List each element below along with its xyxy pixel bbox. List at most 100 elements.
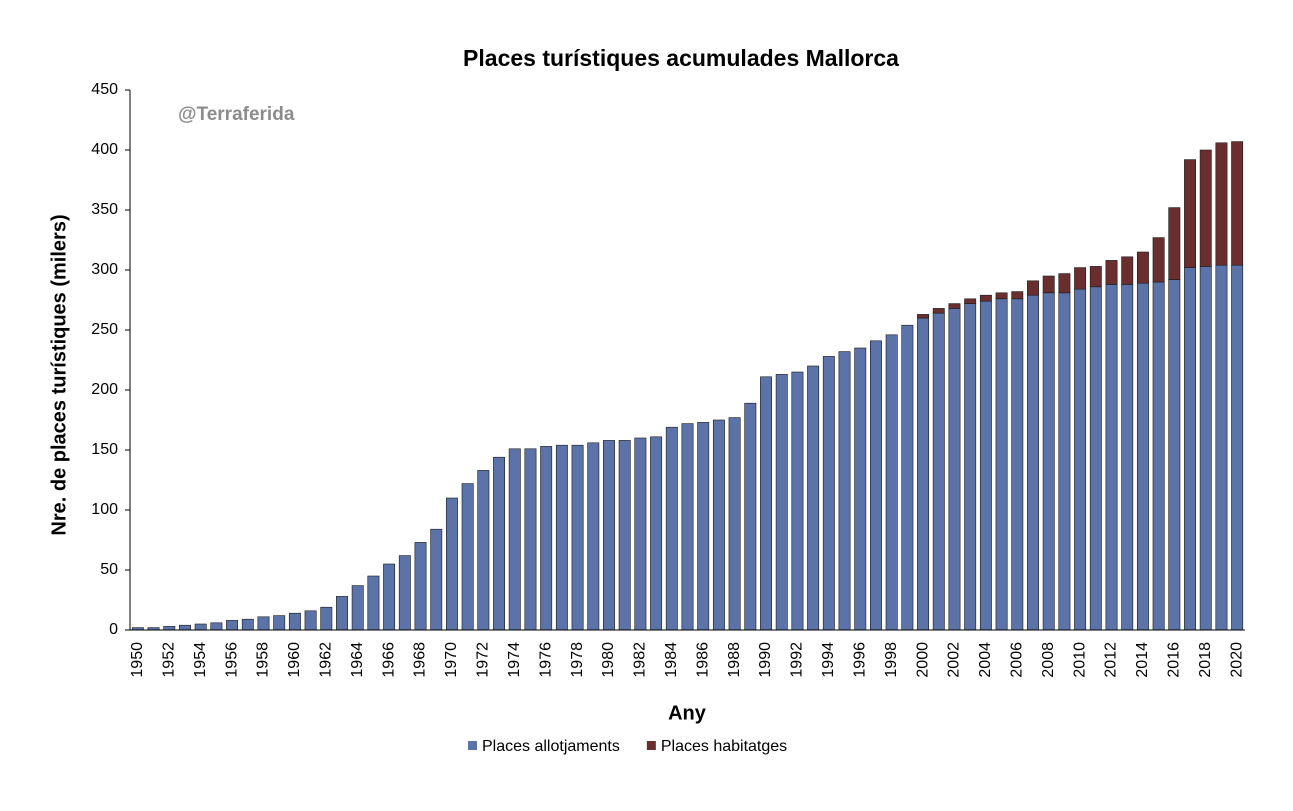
bar-segment <box>1152 237 1165 283</box>
bar-segment <box>665 426 678 631</box>
y-tick-label: 200 <box>91 381 118 398</box>
bar-segment <box>1105 260 1118 285</box>
bar-segment <box>932 308 945 314</box>
bar-segment <box>791 371 804 631</box>
bar-segment <box>1027 294 1039 631</box>
bar-segment <box>210 622 223 631</box>
bar-segment <box>995 292 1008 300</box>
bar-segment <box>445 497 458 631</box>
bar-segment <box>1011 291 1024 300</box>
bar-segment <box>304 610 317 631</box>
bar-segment <box>524 448 537 631</box>
x-tick-label: 2018 <box>1197 642 1214 678</box>
x-tick-label: 2012 <box>1103 642 1120 678</box>
bar-segment <box>901 324 914 631</box>
bar-segment <box>712 419 725 631</box>
x-tick-label: 1978 <box>569 642 586 678</box>
y-tick-label: 350 <box>91 201 118 218</box>
x-tick-label: 2002 <box>946 642 963 678</box>
bar-segment <box>728 417 741 631</box>
bar-segment <box>1184 267 1196 631</box>
x-tick-label: 1962 <box>318 642 335 678</box>
bar-segment <box>1074 267 1087 290</box>
chart-title: Places turístiques acumulades Mallorca <box>463 45 899 71</box>
legend-label: Places allotjaments <box>482 738 620 755</box>
x-tick-label: 1974 <box>506 642 523 678</box>
x-tick-label: 1982 <box>632 642 649 678</box>
bar-segment <box>948 308 961 631</box>
x-tick-label: 1970 <box>443 642 460 678</box>
annotation: @Terraferida <box>178 104 295 125</box>
x-tick-label: 1996 <box>851 642 868 678</box>
legend-label: Places habitatges <box>661 738 787 755</box>
x-tick-label: 2016 <box>1166 642 1183 678</box>
bar-segment <box>932 312 945 631</box>
bar-segment <box>854 347 867 631</box>
bar-segment <box>383 563 396 631</box>
y-axis-title: Nre. de places turístiques (milers) <box>48 214 70 535</box>
bar-segment <box>1199 266 1212 631</box>
bar-segment <box>241 618 254 631</box>
bar-segment <box>979 294 992 302</box>
bar-segment <box>697 422 710 631</box>
bar-segment <box>1089 266 1102 288</box>
y-tick-label: 400 <box>91 141 118 158</box>
y-tick-label: 0 <box>109 621 118 638</box>
x-tick-label: 2008 <box>1040 642 1057 678</box>
bar-segment <box>226 620 239 631</box>
bar-segment <box>1231 141 1244 266</box>
bar-segment <box>917 314 930 319</box>
x-tick-label: 2000 <box>914 642 931 678</box>
bar-segment <box>493 456 506 631</box>
bar-segment <box>273 615 286 631</box>
bar-segment <box>508 448 521 631</box>
bar-segment <box>1184 159 1196 268</box>
x-tick-label: 1960 <box>286 642 303 678</box>
x-tick-label: 2014 <box>1134 642 1151 678</box>
x-tick-label: 1998 <box>883 642 900 678</box>
x-tick-label: 1980 <box>600 642 617 678</box>
bar-segment <box>1089 286 1102 631</box>
x-tick-label: 1992 <box>789 642 806 678</box>
bar-segment <box>948 303 961 309</box>
bar-segment <box>1074 288 1087 631</box>
x-tick-label: 1950 <box>129 642 146 678</box>
bar-segment <box>1136 251 1149 284</box>
bar-segment <box>979 300 992 631</box>
legend-swatch <box>468 741 477 750</box>
bar-segment <box>179 624 191 631</box>
bar-segment <box>1136 282 1149 631</box>
bar-segment <box>351 585 364 631</box>
bar-segment <box>367 575 380 631</box>
y-tick-label: 300 <box>91 261 118 278</box>
x-tick-label: 1958 <box>255 642 272 678</box>
bar-segment <box>430 528 443 631</box>
bar-segment <box>1168 279 1181 631</box>
bar-segment <box>477 470 490 631</box>
bar-segment <box>1105 284 1118 631</box>
bar-segment <box>540 446 553 631</box>
x-tick-label: 1994 <box>820 642 837 678</box>
bar-segment <box>681 423 694 631</box>
x-tick-label: 2004 <box>977 642 994 678</box>
bar-segment <box>1199 149 1212 267</box>
y-tick-label: 150 <box>91 441 118 458</box>
bar-segment <box>603 440 615 631</box>
x-tick-label: 1954 <box>192 642 209 678</box>
bar-segment <box>838 351 851 631</box>
bar-segment <box>194 623 207 631</box>
y-tick-label: 100 <box>91 501 118 518</box>
bar-segment <box>634 437 647 631</box>
bar-segment <box>587 442 600 631</box>
bar-segment <box>1011 298 1024 631</box>
bar-segment <box>1058 292 1071 631</box>
x-tick-label: 1964 <box>349 642 366 678</box>
x-tick-label: 1956 <box>223 642 240 678</box>
bar-segment <box>995 298 1008 631</box>
bar-segment <box>1215 264 1228 631</box>
bar-segment <box>1042 292 1055 631</box>
x-tick-label: 1984 <box>663 642 680 678</box>
x-tick-label: 1986 <box>694 642 711 678</box>
bar-segment <box>571 444 584 631</box>
